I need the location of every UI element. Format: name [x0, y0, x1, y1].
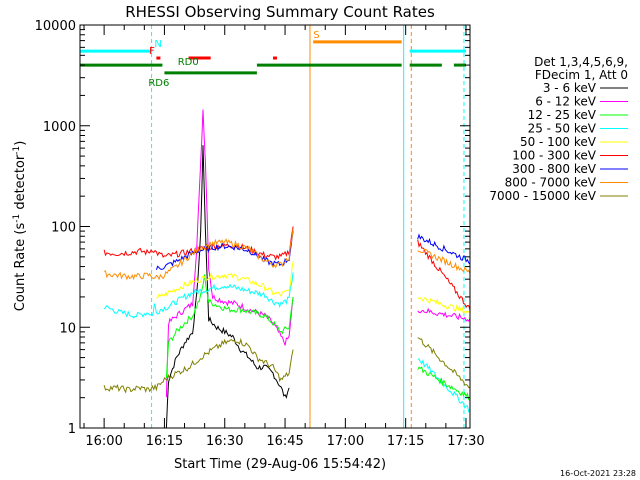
x-tick-label-2: 16:15 [146, 434, 183, 449]
x-axis-label: Start Time (29-Aug-06 15:54:42) [174, 457, 386, 472]
series-line-right-8 [417, 366, 470, 401]
x-tick-label-5: 17:00 [327, 434, 364, 449]
flag-label-rd6: RD6 [148, 78, 169, 89]
series-line-right-6 [417, 337, 470, 389]
y-axis-ticks: 1 10 100 1000 10000 [35, 19, 470, 437]
series-lines [103, 109, 470, 428]
legend-label-1: 3 - 6 keV [543, 81, 597, 95]
x-tick-label-3: 16:30 [206, 434, 243, 449]
y-tick-label-3: 100 [51, 221, 76, 236]
y-tick-label-1: 1 [68, 422, 76, 437]
series-line-2 [165, 109, 294, 398]
timestamp: 16-Oct-2021 23:28 [560, 469, 636, 478]
legend-label-7: 300 - 800 keV [512, 162, 596, 176]
flag-label-rd0: RD0 [178, 57, 199, 68]
series-line-4 [103, 272, 294, 319]
series-line-6 [103, 226, 294, 261]
flag-bars: N S F RD0 RD6 [80, 30, 466, 89]
series-line-3 [165, 274, 294, 379]
series-line-right-2 [417, 233, 470, 265]
legend-header-2: FDecim 1, Att 0 [535, 68, 628, 82]
series-line-5 [156, 261, 294, 299]
series-line-1 [165, 145, 290, 428]
x-tick-label-6: 17:15 [387, 434, 424, 449]
legend-label-9: 7000 - 15000 keV [489, 189, 596, 203]
x-tick-label-1: 16:00 [85, 434, 122, 449]
x-tick-label-7: 17:30 [447, 434, 484, 449]
x-tick-label-4: 16:45 [266, 434, 303, 449]
series-line-right-4 [417, 297, 470, 315]
legend-label-2: 6 - 12 keV [535, 95, 597, 109]
series-line-9 [103, 337, 294, 394]
legend-label-6: 100 - 300 keV [512, 149, 596, 163]
legend-header-1: Det 1,3,4,5,6,9, [534, 55, 628, 69]
legend-label-3: 12 - 25 keV [528, 108, 597, 122]
series-line-7 [155, 231, 294, 270]
legend-label-4: 25 - 50 keV [528, 122, 597, 136]
flag-label-f: F [149, 46, 155, 57]
flag-label-n: N [154, 39, 161, 50]
x-axis-ticks: 16:00 16:15 16:30 16:45 17:00 17:15 17:30 [83, 25, 485, 449]
y-tick-label-4: 1000 [43, 120, 76, 135]
chart-title: RHESSI Observing Summary Count Rates [125, 3, 435, 21]
legend: Det 1,3,4,5,6,9, FDecim 1, Att 0 3 - 6 k… [489, 55, 628, 203]
y-axis-label: Count Rate (s-1 detector-1) [12, 141, 28, 312]
legend-label-5: 50 - 100 keV [520, 135, 597, 149]
legend-label-8: 800 - 7000 keV [505, 176, 597, 190]
flag-label-s: S [313, 30, 319, 41]
series-line-8 [103, 228, 294, 281]
series-line-right-5 [417, 307, 470, 322]
plot-frame [79, 24, 471, 429]
series-line-right-7 [417, 358, 470, 414]
series-line-right-3 [417, 248, 470, 274]
vertical-markers [79, 25, 465, 428]
y-tick-label-5: 10000 [35, 19, 76, 34]
series-line-right-1 [417, 239, 470, 311]
y-tick-label-2: 10 [59, 321, 76, 336]
